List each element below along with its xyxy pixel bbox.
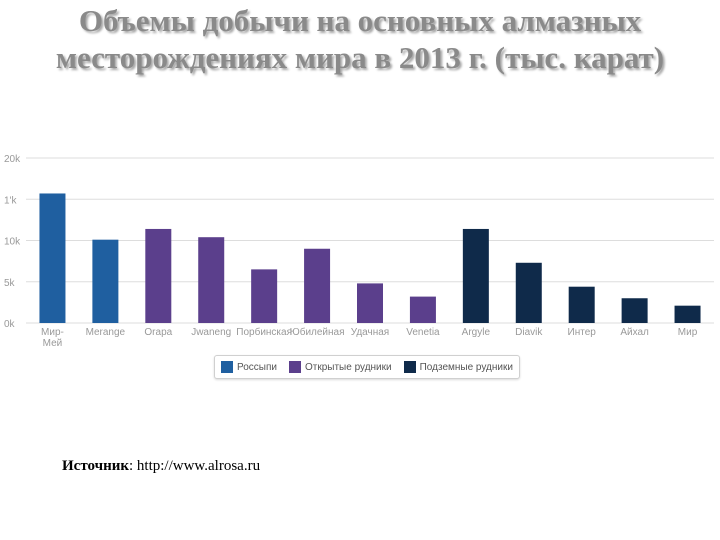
bar [568,286,595,323]
y-tick-label: 10k [4,237,21,248]
legend-swatch [221,361,233,373]
x-tick-label: Юбилейная [290,326,345,338]
bar [674,305,701,323]
legend-item[interactable]: Подземные рудники [403,361,513,373]
bar [409,296,436,323]
y-tick-label: 5k [4,278,16,289]
x-tick-label: Venetia [406,327,440,338]
legend-item[interactable]: Открытые рудники [288,361,392,373]
bar [357,283,383,323]
legend-swatch [403,361,416,373]
bar [515,262,542,323]
chart-legend: Россыпи Открытые рудники Подземные рудники [214,355,520,379]
bar [304,248,331,323]
source-url: : http://www.alrosa.ru [129,458,261,474]
legend-item[interactable]: Россыпи [221,361,277,373]
legend-swatch [288,361,301,373]
legend-label: Открытые рудники [304,361,392,373]
source-note: Источник: http://www.alrosa.ru [62,458,260,475]
x-tick-label: Мир-Мей [41,327,64,349]
bar [621,298,648,323]
bar [145,228,172,323]
x-tick-label: Orapa [144,327,172,338]
x-tick-label: Мир [678,327,698,338]
bar [39,193,66,323]
x-tick-label: Merange [86,327,126,338]
bar [462,228,489,323]
legend-label: Россыпи [237,361,277,373]
x-tick-label: Удачная [351,327,389,338]
bar-chart: 0k 5k 10k 1'k 20k Мир-Мей Merange Orapa Jwaneng П… [4,154,714,349]
y-tick-label: 1'k [4,195,17,206]
x-tick-label: Argyle [462,327,491,338]
x-tick-label: Айхал [620,327,649,338]
x-tick-label: Интер [568,327,597,338]
y-tick-label: 0k [4,319,16,330]
x-tick-label: Порбинская [236,326,292,338]
bar [251,269,278,323]
x-tick-label: Jwaneng [191,327,231,338]
bar [198,237,225,323]
x-tick-label: Diavik [515,327,543,338]
y-tick-label: 20k [4,154,21,165]
legend-label: Подземные рудники [419,361,513,373]
page-title: Объемы добычи на основных алмазных место… [55,3,665,75]
bar [92,239,119,323]
source-label: Источник [62,458,129,474]
